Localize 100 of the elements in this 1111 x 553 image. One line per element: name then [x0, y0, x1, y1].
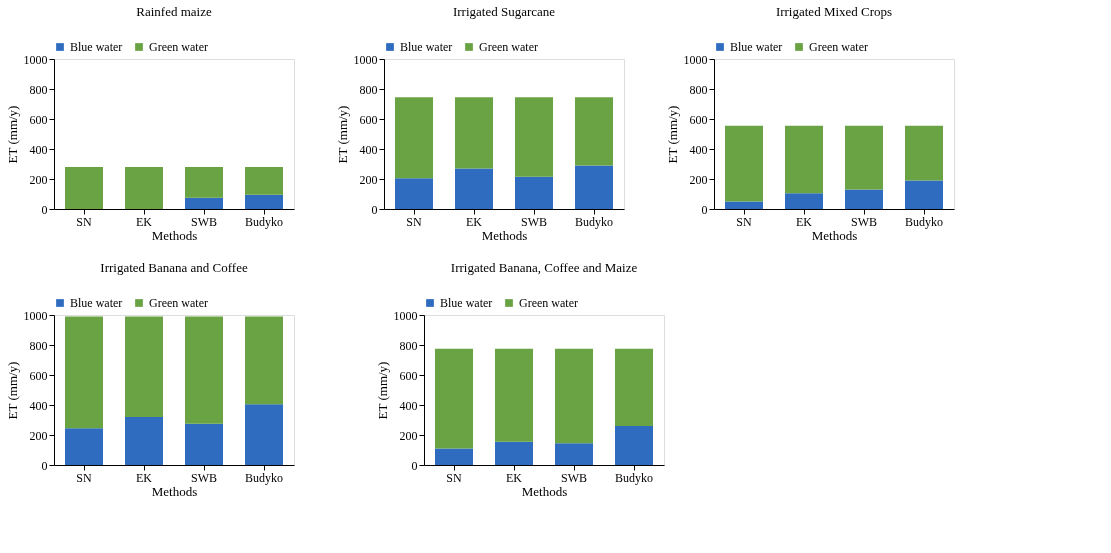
y-tick-label: 1000 [683, 52, 708, 67]
y-axis-title: ET (mm/y) [4, 105, 20, 164]
bar [185, 167, 223, 198]
x-tick-label: SN [736, 214, 752, 229]
y-tick-label: 1000 [23, 52, 48, 67]
y-tick-label: 0 [41, 202, 48, 217]
legend-label: Blue water [70, 296, 123, 310]
x-tick-label: SN [76, 214, 92, 229]
chart-title: Irrigated Sugarcane [452, 4, 556, 19]
y-tick-label: 1000 [353, 52, 378, 67]
legend-label: Blue water [400, 40, 453, 54]
x-tick-label: SWB [190, 214, 218, 229]
bar [65, 428, 103, 465]
y-tick-label: 200 [399, 428, 418, 443]
bar [905, 125, 943, 181]
y-tick-label: 600 [29, 112, 48, 127]
bar [725, 125, 763, 202]
y-tick-label: 0 [371, 202, 378, 217]
y-tick-label: 800 [29, 338, 48, 353]
x-tick-label: SN [446, 470, 462, 485]
x-tick-label: SN [76, 470, 92, 485]
legend-label: Blue water [70, 40, 123, 54]
y-tick-label: 400 [689, 142, 708, 157]
x-axis-title: Methods [151, 227, 198, 243]
y-tick-label: 800 [29, 82, 48, 97]
legend-label: Green water [809, 40, 868, 54]
bar [435, 348, 473, 449]
chart-title: Rainfed maize [136, 4, 212, 19]
bar [615, 348, 653, 426]
legend-label: Green water [519, 296, 578, 310]
legend-label: Blue water [730, 40, 783, 54]
bar [455, 97, 493, 169]
x-tick-label: EK [136, 214, 153, 229]
y-tick-label: 400 [29, 398, 48, 413]
legend-label: Green water [479, 40, 538, 54]
y-tick-label: 200 [29, 172, 48, 187]
x-axis-title: Methods [151, 483, 198, 499]
bar [245, 167, 283, 195]
y-tick-label: 800 [689, 82, 708, 97]
x-tick-label: EK [506, 470, 523, 485]
bar [185, 197, 223, 209]
bar [395, 97, 433, 179]
x-tick-label: Budyko [904, 214, 944, 229]
bar [395, 178, 433, 209]
bar [725, 201, 763, 209]
y-tick-label: 800 [399, 338, 418, 353]
bar [555, 443, 593, 465]
x-tick-label: SN [406, 214, 422, 229]
y-tick-label: 400 [29, 142, 48, 157]
y-tick-label: 600 [29, 368, 48, 383]
chart-title: Irrigated Banana, Coffee and Maize [450, 260, 638, 275]
y-tick-label: 600 [399, 368, 418, 383]
y-tick-label: 1000 [393, 308, 418, 323]
bar [125, 316, 163, 417]
y-tick-label: 0 [41, 458, 48, 473]
bar [185, 423, 223, 465]
y-tick-label: 200 [29, 428, 48, 443]
y-tick-label: 400 [359, 142, 378, 157]
bar [555, 348, 593, 444]
y-tick-label: 400 [399, 398, 418, 413]
x-axis-title: Methods [811, 227, 858, 243]
y-axis-title: ET (mm/y) [334, 105, 350, 164]
y-tick-label: 0 [411, 458, 418, 473]
x-tick-label: SWB [520, 214, 548, 229]
bar [515, 97, 553, 177]
bar [125, 167, 163, 209]
bar [435, 448, 473, 465]
x-axis-title: Methods [481, 227, 528, 243]
y-axis-title: ET (mm/y) [4, 361, 20, 420]
chart-title: Irrigated Mixed Crops [775, 4, 893, 19]
x-axis-title: Methods [521, 483, 568, 499]
x-tick-label: EK [466, 214, 483, 229]
chart-title: Irrigated Banana and Coffee [100, 260, 248, 275]
bar [575, 97, 613, 166]
bar [575, 165, 613, 209]
bar [65, 167, 103, 209]
x-tick-label: Budyko [244, 470, 284, 485]
x-tick-label: SWB [850, 214, 878, 229]
bar [245, 316, 283, 405]
x-tick-label: SWB [190, 470, 218, 485]
bar [495, 441, 533, 465]
bar [905, 180, 943, 209]
y-tick-label: 200 [689, 172, 708, 187]
x-tick-label: Budyko [614, 470, 654, 485]
y-tick-label: 200 [359, 172, 378, 187]
x-tick-label: SWB [560, 470, 588, 485]
bar [245, 404, 283, 465]
bar [245, 194, 283, 209]
bar [615, 426, 653, 465]
bar [125, 417, 163, 465]
bar [495, 348, 533, 442]
x-tick-label: EK [796, 214, 813, 229]
bar [515, 176, 553, 209]
y-tick-label: 0 [701, 202, 708, 217]
bar [785, 193, 823, 209]
y-tick-label: 600 [359, 112, 378, 127]
x-tick-label: Budyko [244, 214, 284, 229]
y-axis-title: ET (mm/y) [664, 105, 680, 164]
bar [845, 189, 883, 209]
x-tick-label: EK [136, 470, 153, 485]
